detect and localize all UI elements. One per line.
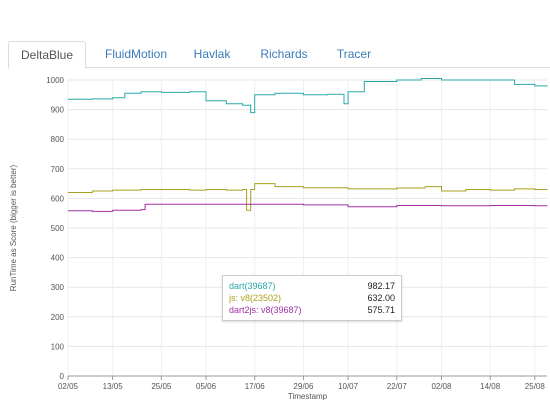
x-axis-ticks: 02/05 13/05 25/05 05/06 17/06 29/06 10/07 22/07… xyxy=(58,376,545,391)
benchmark-tabs: DeltaBlue FluidMotion Havlak Richards Tr… xyxy=(8,41,550,69)
x-tick-label: 13/05 xyxy=(103,382,124,391)
tooltip-row-dart2js: dart2js: v8(39687) 575.71 xyxy=(229,304,395,316)
x-tick-label: 10/07 xyxy=(338,382,359,391)
tab-havlak[interactable]: Havlak xyxy=(193,47,231,61)
tooltip-series-name: dart(39687) xyxy=(229,281,276,291)
series-line-2[interactable] xyxy=(68,203,548,212)
series-line-1[interactable] xyxy=(68,183,548,211)
x-axis-label: Timestamp xyxy=(288,392,328,400)
x-tick-label: 05/06 xyxy=(196,382,217,391)
tab-richards[interactable]: Richards xyxy=(260,47,308,61)
y-tick-label: 200 xyxy=(51,313,65,322)
y-axis-ticks: 0 100 200 300 400 500 600 700 800 900 1000 xyxy=(46,76,64,381)
tab-tracer[interactable]: Tracer xyxy=(336,47,372,61)
y-axis-label: RunTime as Score (bigger is better) xyxy=(9,164,18,291)
y-tick-label: 1000 xyxy=(46,76,64,85)
chart-grid xyxy=(67,79,547,377)
y-tick-label: 900 xyxy=(51,106,65,115)
tooltip-row-dart: dart(39687) 982.17 xyxy=(229,280,395,292)
tooltip-series-value: 632.00 xyxy=(367,293,395,303)
y-tick-label: 400 xyxy=(51,254,65,263)
tooltip-series-value: 982.17 xyxy=(367,281,395,291)
x-tick-label: 02/05 xyxy=(58,382,79,391)
x-tick-label: 14/08 xyxy=(480,382,501,391)
chart-tooltip: dart(39687) 982.17 js: v8(23502) 632.00 … xyxy=(222,275,402,321)
x-tick-label: 22/07 xyxy=(387,382,408,391)
y-tick-label: 300 xyxy=(51,283,65,292)
y-tick-label: 600 xyxy=(51,194,65,203)
tab-deltablue[interactable]: DeltaBlue xyxy=(8,41,86,69)
tab-fluidmotion[interactable]: FluidMotion xyxy=(104,47,168,61)
line-chart[interactable]: 0 100 200 300 400 500 600 700 800 900 1000 02/05 13… xyxy=(0,68,550,400)
y-tick-label: 100 xyxy=(51,342,65,351)
x-tick-label: 25/05 xyxy=(151,382,172,391)
y-tick-label: 0 xyxy=(60,372,65,381)
chart-series xyxy=(68,78,548,212)
tooltip-series-name: dart2js: v8(39687) xyxy=(229,305,302,315)
y-tick-label: 500 xyxy=(51,224,65,233)
y-tick-label: 800 xyxy=(51,135,65,144)
tooltip-series-value: 575.71 xyxy=(367,305,395,315)
y-tick-label: 700 xyxy=(51,165,65,174)
x-tick-label: 02/08 xyxy=(431,382,452,391)
x-tick-label: 29/06 xyxy=(293,382,314,391)
x-tick-label: 17/06 xyxy=(245,382,266,391)
x-tick-label: 25/08 xyxy=(525,382,546,391)
tooltip-row-js-v8: js: v8(23502) 632.00 xyxy=(229,292,395,304)
series-line-0[interactable] xyxy=(68,78,548,114)
tooltip-series-name: js: v8(23502) xyxy=(229,293,282,303)
